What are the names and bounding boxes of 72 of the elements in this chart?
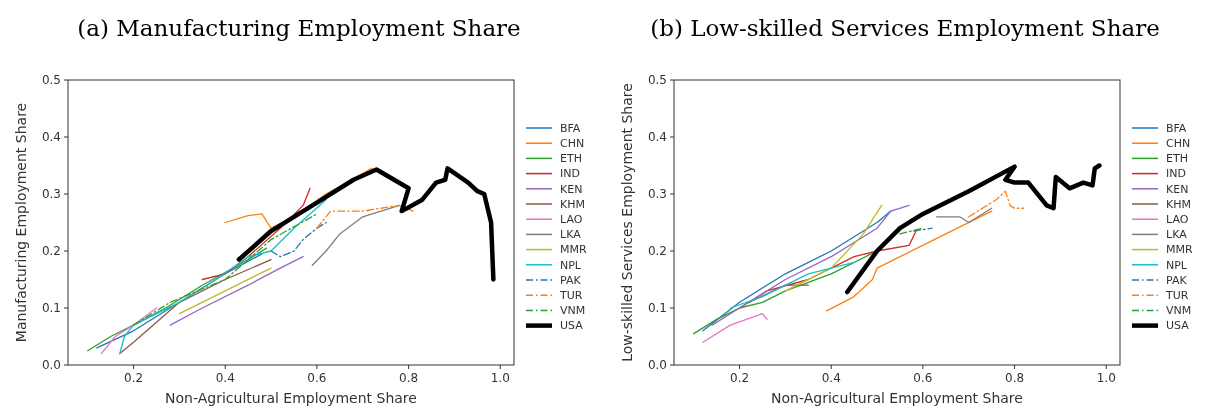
legend-label: CHN [560,137,585,151]
line-series [169,256,304,326]
legend-label: PAK [560,273,582,287]
line-series [711,204,910,326]
chart-title: (b) Low-skilled Services Employment Share [650,15,1160,41]
x-axis-title: Non-Agricultural Employment Share [771,390,1023,406]
y-tick-label: 0.1 [41,301,61,316]
chart-title: (a) Manufacturing Employment Share [77,15,521,41]
line-series [702,313,768,343]
legend-label: LAO [560,213,583,227]
legend-label: KHM [1166,197,1191,211]
x-tick-label: 1.0 [490,371,510,385]
legend-label: TUR [559,289,583,303]
legend-label: VNM [560,304,586,318]
x-tick-label: 0.2 [124,371,144,385]
y-tick-label: 0.3 [647,187,667,202]
x-tick-label: 0.8 [399,371,419,385]
line-series [845,163,1102,295]
legend-label: MMR [560,243,587,257]
y-tick-label: 0.0 [647,358,667,373]
y-tick-label: 0.0 [41,358,61,373]
line-series [100,307,158,355]
x-tick-label: 1.0 [1096,371,1116,385]
x-tick-label: 0.4 [821,371,841,385]
legend-label: IND [1166,167,1186,181]
y-tick-label: 0.2 [41,244,61,259]
legend-label: LKA [560,228,582,242]
legend-label: USA [1166,319,1190,333]
legend-label: BFA [560,121,581,135]
x-tick-label: 0.6 [307,371,327,385]
y-tick-label: 0.5 [647,73,667,88]
legend-label: CHN [1166,137,1191,151]
y-axis-title: Low-skilled Services Employment Share [619,83,635,362]
line-series [968,190,1025,218]
legend-label: ETH [560,152,582,166]
x-axis-title: Non-Agricultural Employment Share [165,390,417,406]
line-series [702,210,892,332]
legend-label: NPL [1166,258,1188,272]
x-tick-label: 0.2 [730,371,750,385]
line-series [825,210,993,312]
y-tick-label: 0.3 [41,187,61,202]
line-series [729,261,855,309]
legend-label: BFA [1166,121,1187,135]
y-tick-label: 0.4 [41,130,61,145]
line-series [201,187,311,281]
legend-label: KHM [560,197,585,211]
y-tick-label: 0.4 [647,130,667,145]
y-tick-label: 0.2 [647,244,667,259]
legend-label: LKA [1166,228,1188,242]
legend-label: KEN [560,182,583,196]
line-series [236,166,496,282]
line-series [311,204,401,266]
legend-label: VNM [1166,304,1192,318]
line-series [119,199,327,355]
legend-label: LAO [1166,213,1189,227]
legend-label: USA [560,319,584,333]
y-tick-label: 0.1 [647,301,667,316]
x-tick-label: 0.8 [1005,371,1025,385]
legend-label: MMR [1166,243,1193,257]
legend-label: KEN [1166,182,1189,196]
legend-label: ETH [1166,152,1188,166]
legend-label: IND [560,167,580,181]
line-series [784,204,883,292]
legend-label: TUR [1165,289,1189,303]
x-tick-label: 0.6 [913,371,933,385]
x-tick-label: 0.4 [215,371,235,385]
line-series [270,221,327,258]
y-axis-title: Manufacturing Employment Share [13,102,29,343]
line-series [119,258,272,355]
legend-label: PAK [1166,273,1188,287]
y-tick-label: 0.5 [41,73,61,88]
legend-label: NPL [560,258,582,272]
